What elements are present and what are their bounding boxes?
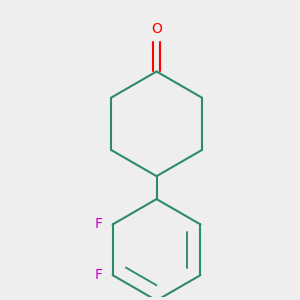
Text: F: F [94, 218, 102, 231]
Text: O: O [151, 22, 162, 36]
Text: F: F [94, 268, 102, 282]
